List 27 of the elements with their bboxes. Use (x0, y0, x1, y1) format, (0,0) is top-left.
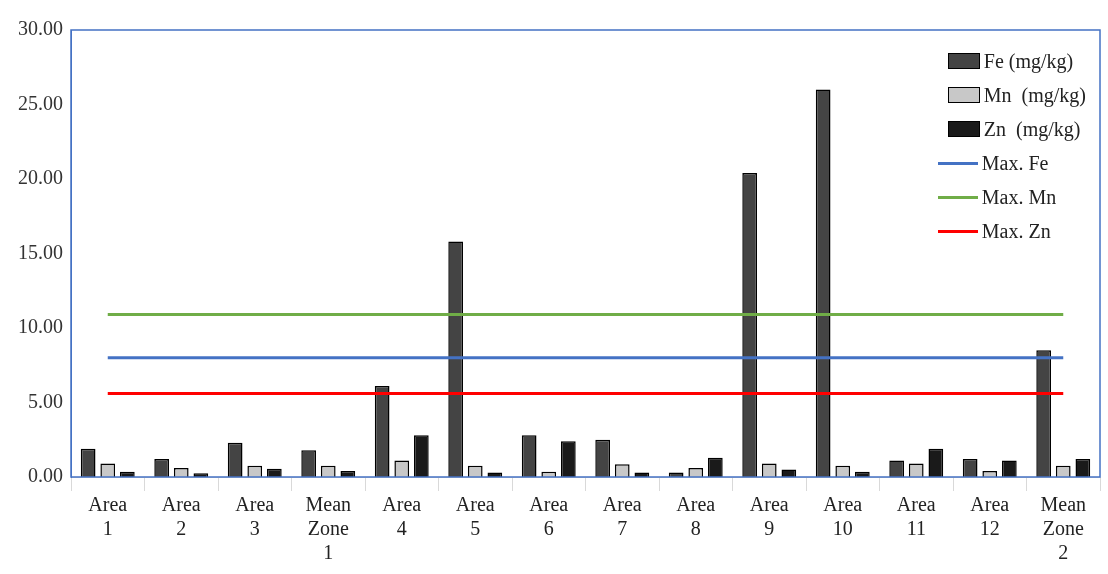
x-tick-label: Area 3 (235, 493, 275, 540)
x-tick-label: Area 9 (749, 493, 789, 540)
y-tick-label: 10.00 (18, 315, 63, 338)
x-tick-label: Area 6 (529, 493, 569, 540)
x-tick-label: Area 8 (676, 493, 716, 540)
legend-label: Fe (mg/kg) (983, 49, 1074, 73)
y-tick-label: 0.00 (28, 464, 63, 487)
legend-label: Zn (mg/kg) (983, 117, 1081, 141)
x-tick-label: Area 4 (382, 493, 422, 540)
y-tick-label: 20.00 (18, 166, 63, 189)
x-tick-label: Area 5 (455, 493, 495, 540)
x-tick-label: Area 1 (88, 493, 128, 540)
legend-label: Max. Zn (981, 219, 1051, 243)
legend-label: Max. Fe (981, 151, 1049, 175)
y-tick-label: 30.00 (18, 17, 63, 40)
x-tick-label: Area 10 (823, 493, 863, 540)
x-tick-label: Mean Zone 1 (305, 493, 352, 564)
x-tick-label: Area 11 (896, 493, 936, 540)
x-tick-label: Area 2 (161, 493, 201, 540)
y-tick-label: 5.00 (28, 389, 63, 412)
legend-label: Mn (mg/kg) (983, 83, 1086, 107)
legend-label: Max. Mn (981, 185, 1057, 209)
x-tick-label: Area 7 (602, 493, 642, 540)
y-tick-label: 15.00 (18, 240, 63, 263)
x-tick-label: Area 12 (970, 493, 1010, 540)
y-tick-label: 25.00 (18, 91, 63, 114)
x-tick-label: Mean Zone 2 (1040, 493, 1087, 564)
